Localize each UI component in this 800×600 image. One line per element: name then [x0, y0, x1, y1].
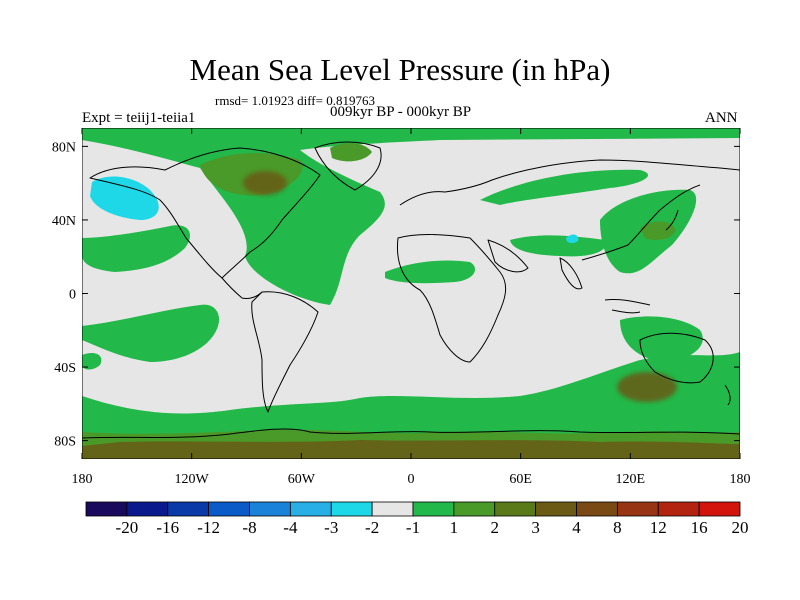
north-america-coast	[89, 147, 321, 279]
antarctica-coast	[82, 428, 740, 439]
hudson-bay-high	[243, 171, 287, 195]
japan-coast	[665, 209, 679, 231]
eurasia-arctic	[480, 169, 649, 205]
chart-title: Mean Sea Level Pressure (in hPa)	[189, 52, 611, 87]
colorbar-label: -3	[324, 518, 338, 537]
period-text: 009kyr BP - 000kyr BP	[330, 104, 472, 120]
colorbar-swatch	[616, 501, 659, 517]
southeast-asia-islands	[604, 299, 651, 314]
colorbar-swatch	[289, 501, 332, 517]
colorbar-label: 8	[613, 518, 622, 537]
north-pacific-band	[82, 225, 190, 272]
sahel-band	[385, 260, 475, 284]
east-asia-coast	[581, 184, 701, 261]
colorbar-label: -12	[197, 518, 220, 537]
map-area	[82, 128, 740, 459]
y-tick-label: 40S	[54, 361, 76, 376]
colorbar-label: -1	[406, 518, 420, 537]
colorbar-label: 2	[491, 518, 500, 537]
colorbar-swatch	[126, 501, 169, 517]
caspian-low	[566, 234, 579, 244]
experiment-label: Expt = teiij1-teiia1	[82, 110, 196, 126]
season-label: ANN	[705, 110, 738, 126]
colorbar-swatch	[535, 501, 577, 517]
colorbar: -20 -16 -12 -8 -4 -3 -2 -1 1 2 3 4 8 12 16 20	[85, 501, 749, 537]
arabia-band	[510, 235, 606, 257]
colorbar-label: 3	[531, 518, 540, 537]
australia-north	[620, 316, 703, 362]
x-tick-label: 180	[730, 472, 751, 487]
new-zealand-coast	[724, 384, 731, 406]
colorbar-swatch	[85, 501, 128, 517]
colorbar-label: 12	[650, 518, 667, 537]
y-axis: 80N 40N 0 40S 80S	[52, 140, 740, 450]
colorbar-swatch	[330, 501, 373, 517]
anomaly-level-4-regions	[82, 171, 740, 459]
north-pacific-low	[90, 176, 159, 220]
x-tick-label: 60E	[509, 472, 532, 487]
y-tick-label: 0	[69, 288, 76, 303]
stats-text: rmsd= 1.01923 diff= 0.819763	[215, 93, 375, 108]
x-tick-label: 120W	[175, 472, 210, 487]
colorbar-swatch	[494, 501, 537, 517]
greenland-coast	[314, 141, 382, 191]
y-tick-label: 80S	[54, 435, 76, 450]
colorbar-label: -16	[156, 518, 179, 537]
colorbar-swatch	[453, 501, 496, 517]
colorbar-label: 20	[732, 518, 749, 537]
y-tick-label: 40N	[52, 214, 76, 229]
colorbar-swatch	[657, 501, 700, 517]
colorbar-swatch	[412, 501, 455, 517]
central-america-coast	[221, 277, 263, 299]
x-tick-label: 180	[72, 472, 93, 487]
antarctic-interior	[82, 440, 740, 459]
anomaly-negative-regions	[90, 176, 579, 244]
colorbar-label: -8	[242, 518, 256, 537]
colorbar-label: -4	[283, 518, 298, 537]
colorbar-swatch	[208, 501, 250, 517]
australia-coast	[639, 332, 714, 384]
colorbar-swatch	[371, 501, 414, 517]
x-tick-label: 60W	[288, 472, 316, 487]
coastlines	[82, 141, 740, 439]
colorbar-label: 16	[691, 518, 708, 537]
south-america-coast	[251, 291, 319, 413]
colorbar-swatch	[576, 501, 618, 517]
colorbar-swatch	[249, 501, 291, 517]
colorbar-label: -2	[365, 518, 379, 537]
greenland-anomaly	[330, 143, 372, 162]
colorbar-swatch	[698, 501, 741, 517]
colorbar-label: -20	[116, 518, 139, 537]
colorbar-label: 4	[572, 518, 581, 537]
europe-coast	[399, 159, 740, 206]
japan-anomaly	[640, 221, 676, 240]
x-tick-label: 0	[408, 472, 415, 487]
tropical-east-pacific	[82, 304, 220, 362]
x-axis: 180 120W 60W 0 60E 120E 180	[72, 128, 751, 487]
y-tick-label: 80N	[52, 140, 76, 155]
colorbar-swatch	[167, 501, 210, 517]
south-indian-ocean-high	[617, 372, 677, 402]
india-coast	[559, 257, 583, 290]
africa-coast	[396, 234, 507, 363]
south-atlantic-patch	[82, 353, 102, 370]
arabia-coast	[487, 239, 529, 273]
x-tick-label: 120E	[616, 472, 646, 487]
colorbar-label: 1	[450, 518, 459, 537]
